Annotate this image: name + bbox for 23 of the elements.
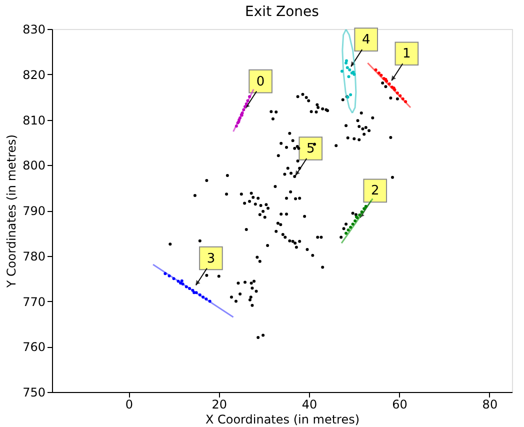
x-tick-label: 80 bbox=[482, 398, 498, 412]
y-tick-label: 780 bbox=[22, 249, 46, 264]
chart-title: Exit Zones bbox=[245, 4, 319, 20]
y-tick-label: 760 bbox=[22, 340, 46, 354]
annotation: 1 bbox=[402, 46, 411, 62]
y-tick-label: 770 bbox=[22, 294, 46, 309]
y-axis-title: Y Coordinates (in metres) bbox=[4, 134, 19, 289]
annotation: 3 bbox=[206, 251, 216, 266]
annotation: 4 bbox=[362, 32, 370, 48]
y-tick-label: 830 bbox=[22, 22, 46, 36]
annotation: 0 bbox=[256, 74, 265, 90]
x-tick-label: 60 bbox=[392, 398, 408, 412]
annotation: 5 bbox=[306, 141, 315, 156]
x-tick-label: 40 bbox=[302, 398, 318, 412]
y-tick-label: 810 bbox=[22, 113, 46, 128]
x-tick-label: 20 bbox=[212, 398, 228, 412]
x-tick-label: 0 bbox=[125, 398, 133, 412]
y-tick-label: 800 bbox=[22, 158, 46, 173]
y-tick-label: 750 bbox=[22, 386, 46, 400]
y-tick-label: 820 bbox=[22, 68, 46, 82]
annotation: 2 bbox=[370, 184, 380, 199]
x-axis-title: X Coordinates (in metres) bbox=[205, 412, 360, 426]
y-tick-label: 790 bbox=[22, 204, 46, 218]
